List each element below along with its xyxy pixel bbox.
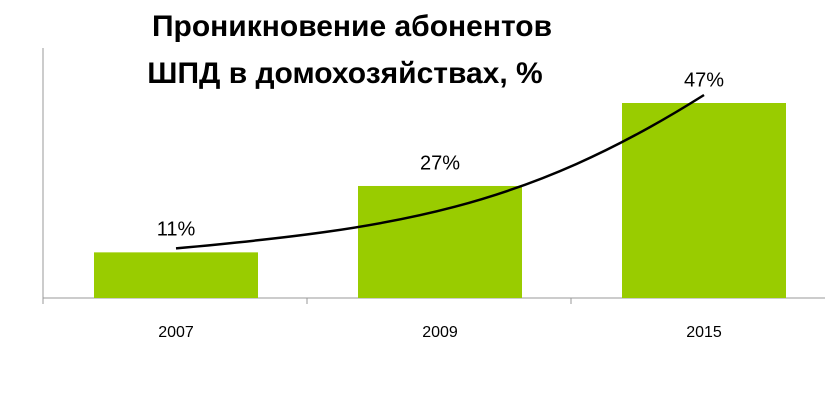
bar xyxy=(622,103,786,298)
bar xyxy=(358,185,522,298)
trend-curve xyxy=(175,93,705,250)
value-label: 47% xyxy=(684,69,724,91)
bar xyxy=(94,252,258,298)
chart-title: ШПД в домохозяйствах, % xyxy=(147,57,542,90)
x-tick-label: 2015 xyxy=(686,324,722,341)
value-label: 27% xyxy=(420,152,460,174)
x-tick-label: 2007 xyxy=(158,324,194,341)
chart-title: Проникновение абонентов xyxy=(152,10,552,43)
value-label: 11% xyxy=(157,219,196,241)
x-tick-label: 2009 xyxy=(422,324,458,341)
